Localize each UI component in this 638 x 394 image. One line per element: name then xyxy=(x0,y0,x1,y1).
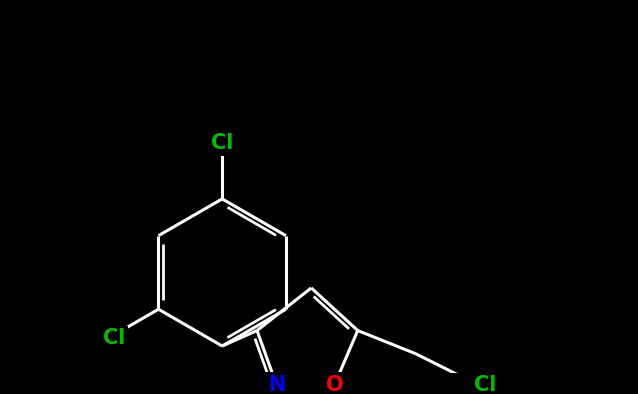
Text: Cl: Cl xyxy=(103,328,125,348)
Text: O: O xyxy=(325,375,343,394)
Text: Cl: Cl xyxy=(211,133,234,153)
Text: Cl: Cl xyxy=(474,375,497,394)
Text: N: N xyxy=(268,375,285,394)
